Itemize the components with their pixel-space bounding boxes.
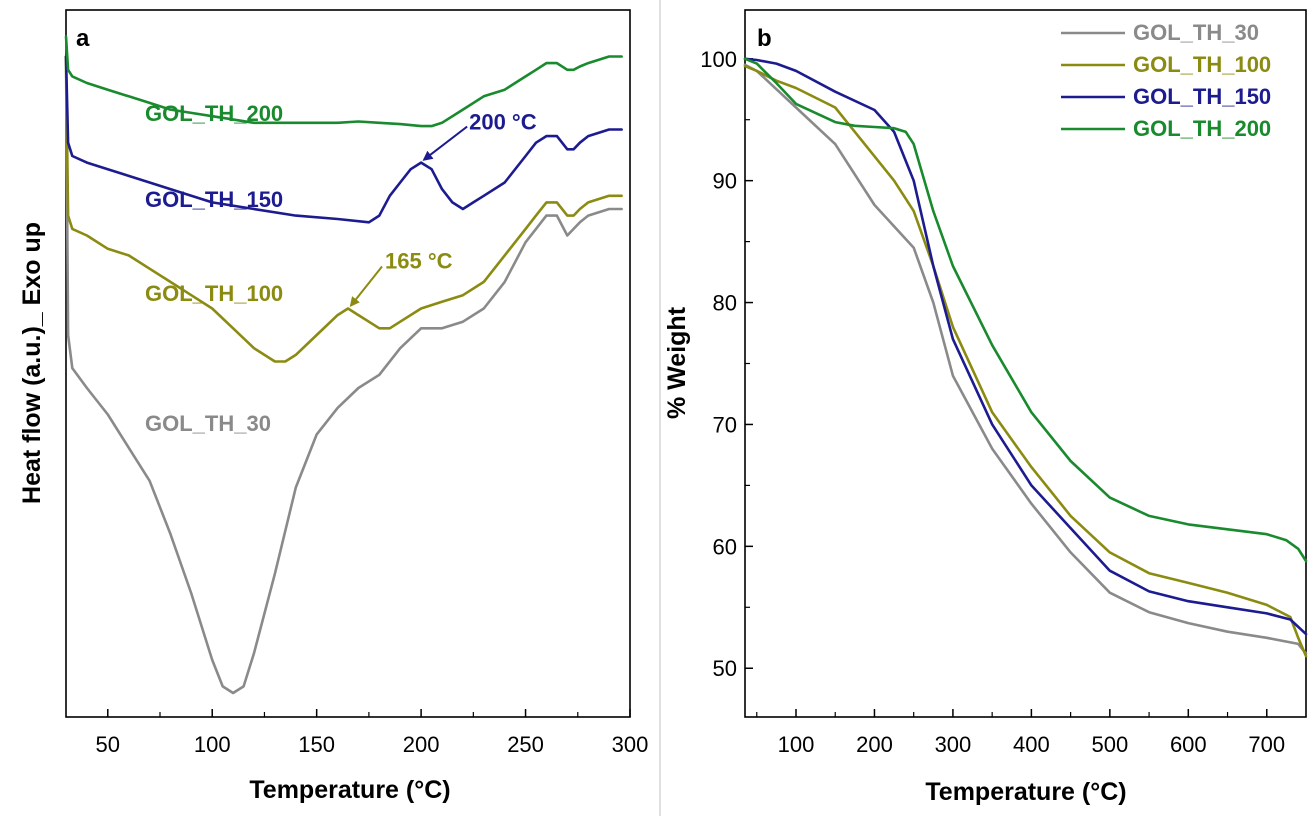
series-label-a-gol-th-30: GOL_TH_30 bbox=[145, 411, 271, 436]
x-tick-label-b-200: 200 bbox=[856, 732, 893, 757]
annotation-text-a-1: 165 °C bbox=[385, 248, 453, 273]
x-ticks-a: 50 100 150 200 250 300 bbox=[96, 709, 649, 757]
series-line-a-gol-th-100 bbox=[64, 55, 623, 363]
series-line-b-gol-th-200 bbox=[743, 57, 1308, 563]
panel-label-b: b bbox=[757, 25, 772, 52]
tga-chart-panel-b: b % Weight Temperature (°C) 100 200 300 400… bbox=[663, 9, 1308, 806]
series-label-a-gol-th-200: GOL_TH_200 bbox=[145, 101, 283, 126]
dsc-chart-panel-a: a Heat flow (a.u.)_ Exo up Temperature (… bbox=[18, 9, 649, 804]
panel-label-a: a bbox=[76, 25, 90, 52]
y-tick-label-b-50: 50 bbox=[713, 656, 737, 681]
legend-label-gol-th-100: GOL_TH_100 bbox=[1133, 52, 1271, 77]
x-tick-label-b-700: 700 bbox=[1248, 732, 1285, 757]
plot-frame-a bbox=[65, 9, 631, 718]
x-tick-label-b-100: 100 bbox=[778, 732, 815, 757]
series-line-a-gol-th-30 bbox=[64, 55, 623, 695]
series-line-b-gol-th-150 bbox=[743, 57, 1308, 636]
x-tick-label-a-200: 200 bbox=[403, 732, 440, 757]
x-tick-label-b-300: 300 bbox=[935, 732, 972, 757]
x-axis-label-b: Temperature (°C) bbox=[925, 778, 1126, 806]
y-tick-label-b-70: 70 bbox=[713, 412, 737, 437]
y-tick-label-b-100: 100 bbox=[700, 47, 737, 72]
series-label-a-gol-th-100: GOL_TH_100 bbox=[145, 281, 283, 306]
x-tick-label-a-100: 100 bbox=[194, 732, 231, 757]
series-labels-a: GOL_TH_30 GOL_TH_100 GOL_TH_150 GOL_TH_200 bbox=[145, 101, 283, 436]
series-group-b bbox=[743, 57, 1308, 658]
series-line-b-gol-th-100 bbox=[743, 64, 1308, 658]
x-tick-label-a-50: 50 bbox=[96, 732, 120, 757]
x-tick-label-a-250: 250 bbox=[507, 732, 544, 757]
x-tick-label-b-400: 400 bbox=[1013, 732, 1050, 757]
x-axis-label-a: Temperature (°C) bbox=[249, 776, 450, 804]
annotation-arrow-a-0 bbox=[422, 125, 468, 161]
x-tick-label-b-500: 500 bbox=[1091, 732, 1128, 757]
series-group-a bbox=[64, 35, 623, 695]
y-tick-label-b-90: 90 bbox=[713, 169, 737, 194]
ticks-b: 100 200 300 400 500 600 700 50 60 70 80 90 100 bbox=[700, 47, 1285, 757]
series-label-a-gol-th-150: GOL_TH_150 bbox=[145, 187, 283, 212]
legend-label-gol-th-200: GOL_TH_200 bbox=[1133, 116, 1271, 141]
annotation-arrow-a-1 bbox=[349, 265, 383, 308]
series-line-a-gol-th-200 bbox=[64, 35, 623, 128]
y-axis-label-b: % Weight bbox=[663, 306, 691, 419]
legend-label-gol-th-150: GOL_TH_150 bbox=[1133, 84, 1271, 109]
series-line-a-gol-th-150 bbox=[64, 55, 623, 224]
annotations-a: 200 °C 165 °C bbox=[349, 110, 537, 308]
x-tick-label-a-300: 300 bbox=[612, 732, 649, 757]
x-tick-label-a-150: 150 bbox=[298, 732, 335, 757]
panel-divider bbox=[659, 0, 661, 816]
legend-label-gol-th-30: GOL_TH_30 bbox=[1133, 20, 1259, 45]
x-tick-label-b-600: 600 bbox=[1170, 732, 1207, 757]
y-axis-label-a: Heat flow (a.u.)_ Exo up bbox=[18, 222, 46, 504]
series-line-b-gol-th-30 bbox=[743, 63, 1308, 655]
legend-b: GOL_TH_30 GOL_TH_100 GOL_TH_150 GOL_TH_200 bbox=[1061, 20, 1271, 141]
y-tick-label-b-60: 60 bbox=[713, 534, 737, 559]
annotation-text-a-0: 200 °C bbox=[469, 110, 537, 135]
y-tick-label-b-80: 80 bbox=[713, 291, 737, 316]
